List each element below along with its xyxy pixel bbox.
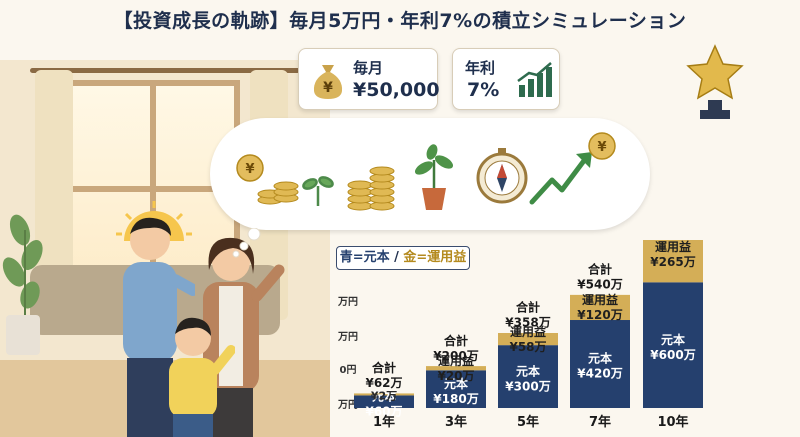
bar-principal — [426, 370, 486, 408]
total-label: 合計¥540万 — [577, 262, 622, 292]
coin-stack-icon — [257, 181, 299, 205]
stacked-bar-chart: 万円万円0円万円元本¥60万¥2万合計¥62万1年元本¥180万運用益¥20万合… — [337, 240, 703, 430]
yen-coin-icon: ¥ — [236, 154, 264, 182]
total-label: 合計¥62万 — [365, 360, 402, 390]
legend-separator: / — [389, 250, 404, 265]
gain-label: 運用益¥58万 — [509, 324, 546, 354]
principal-label: 元本¥180万 — [433, 376, 478, 406]
monthly-value: ¥50,000 — [353, 79, 440, 101]
principal-label: 元本¥60万 — [365, 388, 402, 418]
father-illustration — [123, 217, 195, 437]
principal-label: 元本¥600万 — [650, 332, 695, 362]
rate-value: 7% — [467, 79, 500, 101]
bar-gain — [354, 393, 414, 396]
bar-gain — [570, 294, 630, 321]
monthly-label: 毎月 — [353, 59, 384, 77]
y-tick-label: 万円 — [337, 296, 358, 308]
bar-principal — [643, 282, 703, 408]
legend-principal: 青=元本 — [339, 250, 390, 265]
rate-card: 年利 7% — [452, 48, 560, 110]
x-tick-label: 10年 — [657, 414, 688, 430]
plant-pot — [6, 315, 40, 355]
chart-legend: 青=元本 / 金=運用益 — [336, 246, 470, 270]
curtain-rod — [30, 68, 300, 73]
svg-text:¥: ¥ — [245, 162, 254, 177]
bar-gain — [643, 240, 703, 283]
x-tick-label: 3年 — [445, 414, 467, 430]
growth-arrow-icon — [529, 152, 592, 205]
trophy-star-icon — [686, 44, 744, 119]
bar-principal — [354, 395, 414, 408]
principal-label: 元本¥300万 — [505, 363, 550, 393]
svg-text:¥: ¥ — [597, 140, 606, 155]
money-bag-icon: ¥ — [313, 65, 343, 99]
sprout-icon — [302, 176, 334, 206]
principal-label: 元本¥420万 — [577, 351, 622, 381]
potted-plant-icon — [414, 144, 454, 210]
y-tick-label: 万円 — [337, 331, 358, 343]
y-tick-label: 0円 — [340, 364, 357, 376]
bar-principal — [570, 320, 630, 408]
gain-label: 運用益¥120万 — [577, 292, 622, 322]
legend-gain: 金=運用益 — [403, 250, 467, 265]
total-label: 合計¥200万 — [433, 333, 478, 363]
monthly-card: ¥ 毎月 ¥50,000 — [298, 48, 440, 110]
x-tick-label: 1年 — [373, 414, 395, 430]
svg-text:¥: ¥ — [323, 80, 333, 96]
y-tick-label: 万円 — [337, 399, 358, 411]
page-title: 【投資成長の軌跡】毎月5万円・年利7%の積立シミュレーション — [113, 10, 687, 32]
bar-gain — [498, 332, 558, 346]
compass-icon — [476, 148, 528, 204]
x-tick-label: 7年 — [589, 414, 611, 430]
x-tick-label: 5年 — [517, 414, 539, 430]
total-label: 合計¥358万 — [505, 300, 550, 330]
houseplant-icon — [2, 214, 43, 320]
child-illustration — [169, 317, 235, 437]
gain-label: 運用益¥20万 — [437, 353, 474, 383]
gain-label: 運用益¥265万 — [650, 240, 695, 269]
gain-label: ¥2万 — [371, 389, 397, 402]
tall-coin-stack-icon — [347, 166, 395, 211]
rate-label: 年利 — [465, 59, 496, 77]
yen-coin-icon: ¥ — [588, 132, 616, 160]
thought-bubble: ¥ — [210, 118, 650, 230]
bar-principal — [498, 345, 558, 408]
growth-chart-icon — [517, 62, 552, 97]
bubble-tail — [232, 228, 261, 258]
bar-gain — [426, 366, 486, 371]
